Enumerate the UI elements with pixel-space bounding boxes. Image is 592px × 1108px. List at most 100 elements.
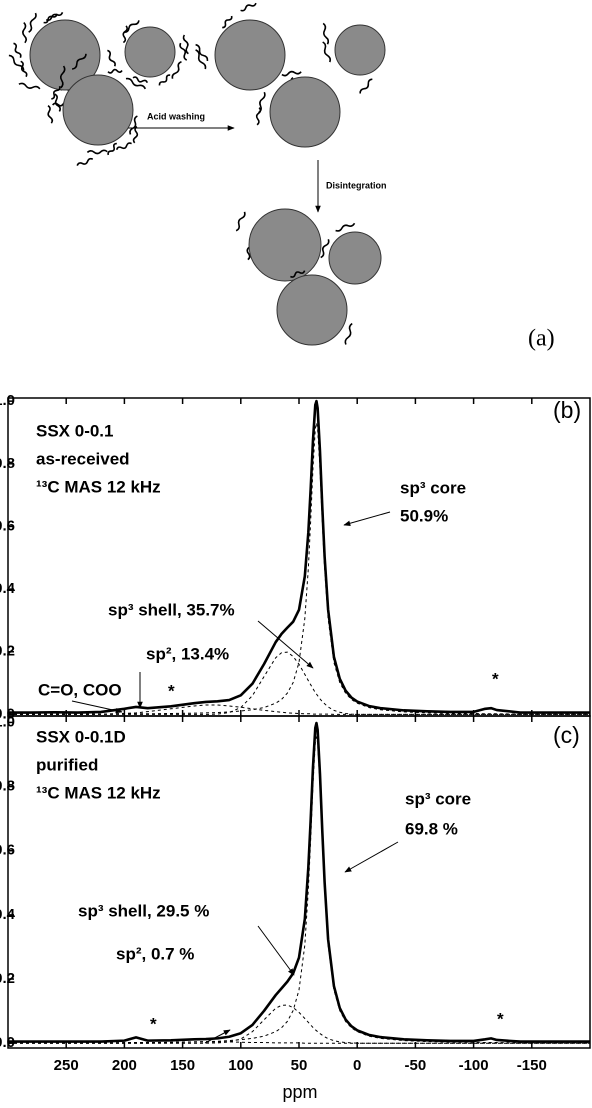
- component-curve: [8, 704, 590, 715]
- particle: [276, 274, 348, 346]
- surface-group: [59, 65, 66, 89]
- annotation: *: [150, 1014, 157, 1033]
- particle: [214, 19, 286, 91]
- plot-frame: [7, 397, 591, 717]
- y-tick-label: 0.2: [0, 643, 15, 660]
- surface-group: [125, 77, 146, 90]
- y-tick-label: 0.0: [0, 705, 15, 722]
- annotation: as-received: [36, 449, 130, 468]
- surface-group: [290, 270, 306, 278]
- surface-group: [255, 107, 262, 126]
- annotation: SSX 0-0.1: [36, 421, 114, 440]
- x-tick-label: 200: [112, 1057, 137, 1074]
- annotation-arrow: [343, 511, 391, 526]
- surface-group: [182, 34, 189, 55]
- annotation-arrow: [71, 700, 123, 714]
- surface-group: [335, 222, 356, 232]
- particle: [62, 74, 134, 146]
- annotation: sp³ core: [405, 789, 471, 808]
- surface-group: [195, 49, 207, 70]
- surface-group: [107, 49, 116, 67]
- x-tick-label: 50: [291, 1057, 308, 1074]
- annotation-arrow: [344, 841, 399, 873]
- surface-group: [43, 13, 58, 24]
- surface-group: [107, 142, 117, 156]
- surface-group: [54, 93, 61, 112]
- annotation: ¹³C MAS 12 kHz: [36, 783, 161, 802]
- surface-group: [51, 85, 61, 100]
- x-tick-label: 100: [228, 1057, 253, 1074]
- surface-group: [359, 78, 373, 94]
- surface-group: [258, 91, 266, 114]
- particle: [334, 24, 386, 76]
- annotation: 50.9%: [400, 506, 448, 525]
- surface-group: [122, 25, 128, 44]
- annotation: sp², 0.7 %: [116, 944, 194, 963]
- surface-group: [222, 15, 233, 29]
- annotation: *: [168, 681, 175, 700]
- y-tick-label: 0.0: [0, 1034, 15, 1051]
- x-axis-label: ppm: [282, 1082, 317, 1102]
- annotation: 69.8 %: [405, 819, 458, 838]
- annotation: sp³ core: [400, 478, 466, 497]
- surface-group: [22, 22, 27, 44]
- surface-group: [76, 157, 94, 166]
- surface-group: [320, 239, 330, 259]
- surface-group: [171, 60, 182, 79]
- surface-group: [240, 2, 257, 12]
- x-tick-label: -150: [517, 1057, 547, 1074]
- annotation: SSX 0-0.1D: [36, 727, 126, 746]
- y-tick-label: 1.0: [0, 713, 15, 730]
- surface-group: [322, 22, 330, 45]
- panel-label: (c): [553, 722, 580, 748]
- annotation: purified: [36, 755, 98, 774]
- y-tick-label: 0.8: [0, 778, 15, 795]
- surface-group: [20, 60, 28, 78]
- x-tick-label: 0: [353, 1057, 361, 1074]
- annotation-arrow: [257, 620, 314, 669]
- y-tick-label: 0.4: [0, 906, 16, 923]
- step-label: Acid washing: [147, 111, 205, 121]
- spectrum-curve: [8, 721, 590, 1043]
- y-tick-label: 0.6: [0, 517, 15, 534]
- x-tick-label: 250: [54, 1057, 79, 1074]
- surface-group: [45, 11, 64, 22]
- particle: [29, 19, 101, 91]
- annotation: sp², 13.4%: [146, 644, 229, 663]
- y-tick-label: 0.4: [0, 580, 16, 597]
- particle: [328, 231, 382, 285]
- x-tick-label: -50: [405, 1057, 427, 1074]
- particle: [248, 208, 322, 282]
- surface-group: [235, 211, 246, 232]
- diagram: Acid washing Disintegration (a): [8, 2, 555, 352]
- panel-label: (b): [553, 397, 581, 423]
- surface-group: [86, 149, 108, 155]
- y-tick-label: 0.6: [0, 842, 15, 859]
- surface-group: [322, 41, 332, 63]
- surface-group: [132, 76, 149, 84]
- x-tick-label: -100: [459, 1057, 489, 1074]
- surface-group: [132, 125, 139, 144]
- surface-group: [344, 322, 353, 345]
- annotation-arrow: [204, 1029, 231, 1044]
- annotation: sp³ shell, 35.7%: [108, 600, 235, 619]
- component-curve: [8, 422, 590, 715]
- component-curve: [8, 651, 590, 715]
- surface-group: [13, 42, 22, 59]
- annotation: ¹³C MAS 12 kHz: [36, 477, 161, 496]
- surface-group: [115, 142, 132, 151]
- step-label: Disintegration: [326, 180, 387, 190]
- surface-group: [129, 115, 138, 135]
- y-tick-label: 1.0: [0, 392, 15, 409]
- surface-group: [195, 43, 209, 61]
- surface-group: [28, 12, 37, 33]
- annotation: *: [497, 1009, 504, 1028]
- particle: [124, 26, 176, 78]
- x-tick-label: 150: [170, 1057, 195, 1074]
- surface-group: [107, 68, 123, 74]
- y-tick-label: 0.8: [0, 455, 15, 472]
- annotation-arrow: [257, 925, 295, 976]
- particle: [269, 76, 341, 148]
